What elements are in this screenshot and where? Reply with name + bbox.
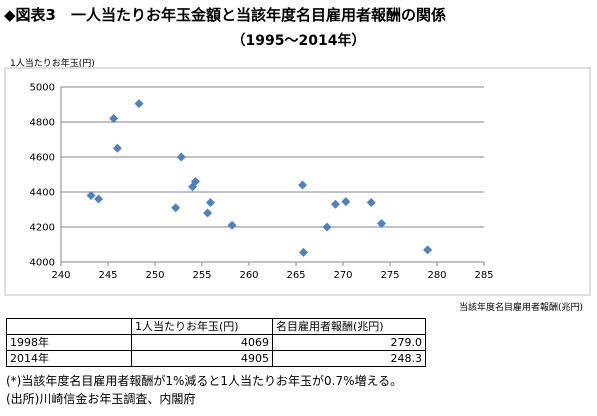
table-header-cell [6,318,132,335]
data-point [190,177,200,186]
data-point [322,222,332,232]
grid-lines [61,86,484,228]
table-row: 2014年 4905 248.3 [6,350,426,367]
table-cell: 1998年 [6,334,132,351]
chart-border [4,67,591,296]
y-tick-label: 4000 [30,258,55,269]
x-tick-label: 280 [427,270,446,281]
data-point [94,194,104,204]
data-point [366,198,376,207]
table-header-cell: 名目雇用者報酬(兆円) [272,318,426,335]
table-cell: 4905 [131,350,273,367]
x-tick-label: 255 [192,270,211,281]
scatter-chart: 4000 4200 4400 4600 4800 5000 240 245 250 255 260 2… [4,67,591,296]
data-point [341,197,351,207]
x-axis-label: 当該年度名目雇用者報酬(兆円) [458,303,583,313]
page-title: ◆図表3 一人当たりお年玉金額と当該年度名目雇用者報酬の関係 [4,6,446,24]
data-point [205,198,215,207]
tick-labels: 4000 4200 4400 4600 4800 5000 240 245 250 255 260 2… [30,83,494,282]
y-tick-label: 5000 [30,83,55,94]
x-tick-label: 270 [333,270,352,281]
y-tick-label: 4200 [30,223,55,234]
x-tick-label: 245 [98,270,117,281]
table-cell: 279.0 [272,334,426,351]
table-cell: 248.3 [272,350,426,367]
data-point [298,180,308,190]
y-tick-label: 4400 [30,188,55,199]
data-point [112,143,122,153]
table-cell: 4069 [131,334,273,351]
data-point [299,247,309,257]
data-table: 1人当たりお年玉(円) 名目雇用者報酬(兆円) 1998年 4069 279.0… [6,318,426,367]
x-tick-label: 265 [286,270,305,281]
table-header-row: 1人当たりお年玉(円) 名目雇用者報酬(兆円) [6,318,426,335]
footnote: (*)当該年度名目雇用者報酬が1%減ると1人当たりお年玉が0.7%増える。 [6,374,403,388]
source-note: (出所)川崎信金お年玉調査、内閣府 [6,392,196,406]
x-tick-label: 250 [145,270,164,281]
table-row: 1998年 4069 279.0 [6,334,426,351]
data-point [176,152,186,162]
data-point [171,203,181,213]
data-point [227,220,237,230]
data-point [134,99,144,109]
data-point [203,208,213,218]
data-point [377,219,387,228]
page-subtitle: （1995～2014年） [231,33,366,49]
x-tick-label: 240 [51,270,70,281]
table-cell: 2014年 [6,350,132,367]
data-point [330,199,340,209]
data-point [109,114,119,123]
x-tick-label: 285 [474,270,493,281]
y-axis-label: 1人当たりお年玉(円) [10,59,95,69]
x-tick-label: 275 [380,270,399,281]
y-tick-label: 4600 [30,153,55,164]
axes [60,87,485,266]
x-tick-label: 260 [239,270,258,281]
y-tick-label: 4800 [30,118,55,129]
data-point [86,191,96,200]
data-point [423,245,433,255]
table-header-cell: 1人当たりお年玉(円) [131,318,273,335]
data-points [86,99,433,257]
